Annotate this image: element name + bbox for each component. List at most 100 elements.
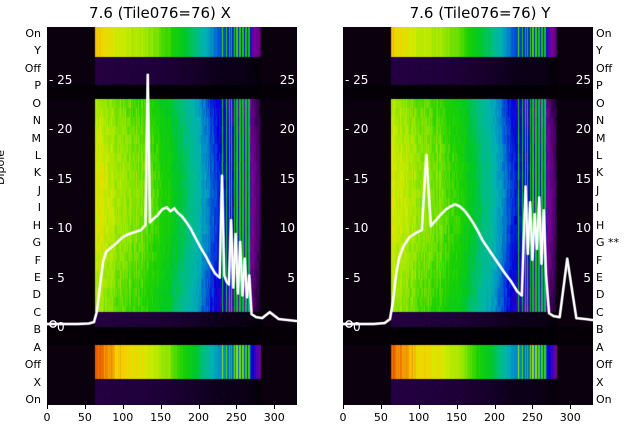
category-tick-p-3: P	[34, 79, 41, 93]
overlay-curve-x	[47, 73, 297, 328]
category-tick-k-8: K	[33, 166, 41, 180]
inner-ytick-right: 15	[575, 171, 591, 186]
xaxis-y: 0 50 100 150 200 250 300	[339, 405, 593, 435]
inner-ytick-right: 20	[575, 122, 591, 137]
inner-ytick-left: - 15	[345, 171, 369, 186]
category-tick-n-5: N	[32, 114, 41, 128]
xtick-label-0: 0	[43, 411, 51, 424]
inner-ytick-left: - 5	[49, 270, 65, 285]
category-tick-n-5: N	[596, 114, 605, 128]
category-tick-e-14: E	[34, 271, 41, 284]
category-tick-f-13: F	[34, 253, 41, 267]
panel-x: 7.6 (Tile076=76) X Dipole - 25 25- 20 20- …	[0, 4, 297, 435]
category-tick-x-20: X	[33, 375, 41, 389]
xtick-mark	[198, 405, 200, 409]
category-tick-m-6: M	[596, 131, 606, 145]
category-tick-c-16: C	[33, 305, 41, 319]
xtick-label-50: 50	[373, 411, 388, 424]
heatmap-plot-y[interactable]: - 25 25 - 20 20 - 15 15 - 10 10 - 5 5 0	[343, 27, 593, 405]
category-ticks-left: On Y Off P O N M L K J I H G F E D C B A Off X On	[0, 27, 44, 405]
category-tick-h-11: H	[32, 218, 41, 232]
xtick-mark	[532, 405, 534, 409]
xtick-label-0: 0	[339, 411, 347, 424]
xtick-label-150: 150	[446, 411, 468, 424]
xtick-label-300: 300	[559, 411, 581, 424]
category-tick-o-4: O	[32, 96, 41, 110]
category-tick-k-8: K	[596, 166, 604, 180]
inner-ytick-right: 5	[287, 270, 295, 285]
xaxis-x: 0 50 100 150 200 250 300	[43, 405, 297, 435]
xtick-mark	[380, 405, 382, 409]
inner-ytick-right: 15	[279, 171, 295, 186]
xtick-label-200: 200	[484, 411, 505, 424]
category-tick-on-21: On	[25, 393, 41, 406]
category-tick-c-16: C	[596, 305, 604, 319]
category-tick-l-7: L	[596, 149, 603, 162]
category-tick-l-7: L	[34, 149, 41, 162]
category-tick-b-17: B	[33, 323, 41, 337]
category-tick-o-4: O	[596, 96, 605, 110]
panel-title-y: 7.6 (Tile076=76) Y	[409, 4, 551, 22]
category-tick-i-10: I	[596, 201, 600, 215]
xtick-label-100: 100	[408, 411, 430, 424]
xtick-mark	[47, 405, 48, 409]
inner-ytick-zero: 0	[57, 320, 65, 334]
category-tick-x-20: X	[596, 375, 604, 389]
category-tick-i-10: I	[37, 201, 41, 215]
category-tick-a-18: A	[596, 340, 604, 354]
category-tick-b-17: B	[596, 323, 604, 337]
overlay-curve-y	[343, 153, 593, 328]
category-tick-on-0: On	[25, 27, 41, 40]
inner-ytick-left: - 5	[345, 270, 361, 285]
category-tick-on-21: On	[596, 393, 612, 406]
xtick-label-300: 300	[263, 411, 285, 424]
inner-ytick-left: - 10	[345, 221, 369, 236]
xtick-mark	[343, 405, 344, 409]
category-tick-off-2: Off	[24, 61, 41, 75]
panel-y: 7.6 (Tile076=76) Y - 25 25 - 20 20 - 15 15 - 1…	[320, 0, 640, 440]
xtick-mark	[494, 405, 496, 409]
category-tick-f-13: F	[596, 253, 603, 267]
category-tick-a-18: A	[33, 340, 41, 354]
inner-ytick-right: 25	[575, 72, 591, 87]
panel-title-x: 7.6 (Tile076=76) X	[89, 4, 231, 22]
inner-ytick-right: 10	[279, 221, 295, 236]
inner-ytick-left: - 20	[49, 122, 73, 137]
xtick-mark	[456, 405, 458, 409]
xtick-mark	[418, 405, 420, 409]
heatmap-plot-x[interactable]: - 25 25 - 20 20 - 15 15 - 10 10 - 5 5 0	[47, 27, 297, 405]
xtick-label-100: 100	[112, 411, 134, 424]
category-ticks-right-y: On Y Off P O N M L K J I H G ** F E D C B A Off X On	[593, 27, 636, 405]
category-tick-m-6: M	[31, 131, 42, 145]
category-tick-y-1: Y	[34, 44, 41, 58]
category-tick-on-0: On	[596, 27, 612, 40]
xtick-label-250: 250	[521, 411, 543, 424]
xtick-label-50: 50	[77, 411, 92, 424]
category-tick-g-12: G **	[596, 236, 620, 250]
category-tick-p-3: P	[596, 79, 603, 93]
inner-ytick-left: - 15	[49, 171, 73, 186]
xtick-mark	[236, 405, 238, 409]
xtick-mark	[122, 405, 124, 409]
inner-ytick-right: 5	[583, 270, 591, 285]
heatmap-canvas-x	[47, 27, 297, 405]
inner-ytick-right: 25	[279, 72, 295, 87]
xtick-label-250: 250	[225, 411, 247, 424]
xtick-label-200: 200	[188, 411, 209, 424]
inner-ytick-zero: 0	[353, 320, 361, 334]
category-tick-e-14: E	[596, 271, 603, 284]
category-tick-d-15: D	[596, 288, 605, 302]
xtick-mark	[274, 405, 276, 409]
xtick-mark	[84, 405, 86, 409]
category-tick-j-9: J	[596, 183, 600, 197]
inner-ytick-left: - 10	[49, 221, 73, 236]
xtick-mark	[160, 405, 162, 409]
category-tick-off-19: Off	[596, 358, 613, 372]
inner-ytick-left: - 25	[345, 72, 369, 87]
category-tick-d-15: D	[32, 288, 41, 302]
category-tick-j-9: J	[37, 183, 41, 197]
category-tick-off-19: Off	[24, 358, 41, 372]
inner-ytick-left: - 25	[49, 72, 73, 87]
category-tick-y-1: Y	[596, 44, 603, 58]
